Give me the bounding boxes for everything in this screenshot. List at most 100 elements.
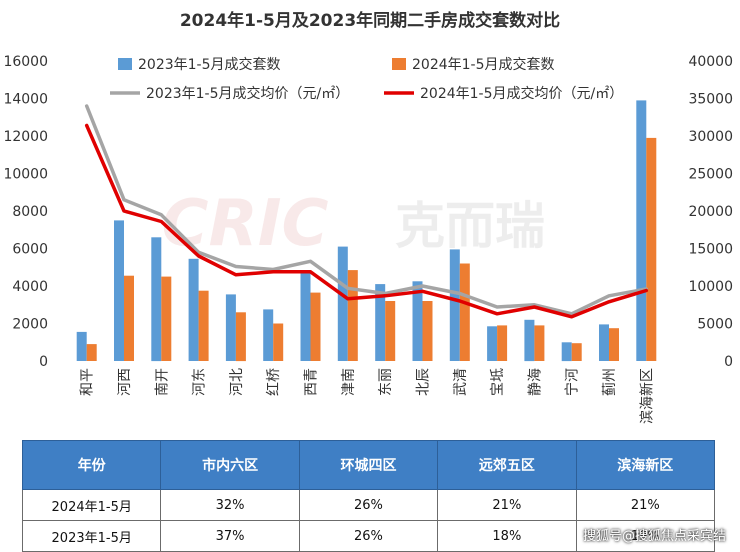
bar [636,100,647,362]
source-credit: 搜狐号@搜狐焦点采宾结 [582,529,726,544]
left-axis: 0 2000 4000 6000 8000 10000 12000 14000 16000 [3,54,48,370]
x-tick-label: 津南 [341,368,357,396]
legend-label: 2024年1-5月成交均价（元/㎡） [420,85,623,102]
x-tick-label: 南开 [154,368,170,396]
bar [151,237,162,362]
x-tick-label: 河东 [192,368,208,396]
left-tick-label: 6000 [12,242,48,258]
x-tick-label: 宁河 [564,368,581,396]
bar [524,319,535,362]
series-line [84,123,649,319]
bar [599,324,609,361]
bar [225,294,236,361]
bar [534,325,545,361]
bar [646,137,657,361]
cell: 26% [298,489,439,521]
bar [310,292,321,361]
col-year: 年份 [21,440,162,490]
x-tick-label: 河西 [117,368,133,396]
x-tick-label: 红桥 [266,368,282,396]
bar [375,284,386,361]
bar [273,323,284,361]
table-row: 2024年1-5月 32% 26% 21% 21% [21,489,716,521]
bar [609,328,619,361]
cell: 37% [160,520,300,552]
bar [124,275,134,361]
bar-series [76,100,657,362]
bar [198,290,209,361]
cell: 32% [160,489,300,521]
legend-swatch [118,58,132,70]
left-tick-label: 12000 [3,129,48,145]
bar [412,281,423,361]
watermark-latin: CRIC [161,187,328,261]
right-tick-label: 30000 [688,129,733,145]
bar [487,326,498,361]
right-axis: 0 5000 10000 15000 20000 25000 30000 35000 40000 [688,54,733,370]
bar [188,258,199,361]
left-tick-label: 16000 [3,54,48,70]
share-table: 年份 市内六区 环城四区 远郊五区 滨海新区 2024年1-5月 32% 26%… [21,440,716,552]
bar [76,331,87,361]
right-tick-label: 15000 [688,242,733,258]
x-tick-label: 和平 [80,368,96,396]
watermark: CRIC 克而瑞 [161,187,545,261]
right-tick-label: 20000 [688,204,733,220]
cell: 19% [575,520,716,552]
bar [337,246,348,361]
cell: 18% [437,520,577,552]
bar [385,301,396,361]
col-ring-four: 环城四区 [298,440,439,490]
bar [561,342,572,362]
cell: 26% [298,520,439,552]
x-tick-label: 河北 [229,368,245,396]
legend-label: 2023年1-5月成交套数 [138,56,281,73]
bar [161,276,172,361]
right-tick-label: 25000 [688,167,733,183]
bar [86,344,97,361]
left-tick-label: 0 [39,354,48,370]
bar [571,343,582,361]
chart-title: 2024年1-5月及2023年同期二手房成交套数对比 [180,10,560,31]
right-tick-label: 0 [724,354,733,370]
legend-label: 2023年1-5月成交均价（元/㎡） [146,85,349,102]
x-tick-label: 静海 [527,368,543,396]
right-tick-label: 35000 [688,92,733,108]
bar [422,301,433,361]
col-binhai: 滨海新区 [575,440,716,490]
line-series [84,104,649,319]
col-outer-five: 远郊五区 [437,440,577,490]
x-tick-label: 西青 [304,368,320,396]
bar [449,249,460,361]
x-tick-label: 蓟州 [602,368,618,396]
bar [235,312,246,362]
x-tick-label: 东丽 [378,368,394,396]
right-tick-label: 10000 [688,279,733,295]
chart: 2024年1-5月及2023年同期二手房成交套数对比 CRIC 克而瑞 0 2000… [3,10,733,424]
x-tick-label: 北辰 [416,368,432,396]
bar [459,263,470,361]
left-tick-label: 14000 [3,92,48,108]
left-tick-label: 2000 [12,317,48,333]
x-tick-label: 武清 [453,368,469,396]
x-tick-label: 滨海新区 [639,368,655,424]
table-row: 2023年1-5月 37% 26% 18% 19% [21,520,716,552]
legend-label: 2024年1-5月成交套数 [412,56,555,73]
bar [300,271,311,361]
bar [347,270,358,361]
share-table-header: 年份 市内六区 环城四区 远郊五区 滨海新区 [21,440,716,490]
cell: 21% [575,489,716,521]
col-inner-six: 市内六区 [160,440,300,490]
left-tick-label: 8000 [12,204,48,220]
right-tick-label: 5000 [697,317,733,333]
bar [114,220,124,361]
cell: 2023年1-5月 [21,520,162,552]
left-tick-label: 4000 [12,279,48,295]
cell: 2024年1-5月 [21,489,162,521]
legend: 2023年1-5月成交套数 2024年1-5月成交套数 2023年1-5月成交均价（… [110,56,623,102]
bar [263,309,274,361]
cell: 21% [437,489,577,521]
left-tick-label: 10000 [3,167,48,183]
x-tick-label: 宝坻 [490,368,506,396]
bar [497,325,508,361]
